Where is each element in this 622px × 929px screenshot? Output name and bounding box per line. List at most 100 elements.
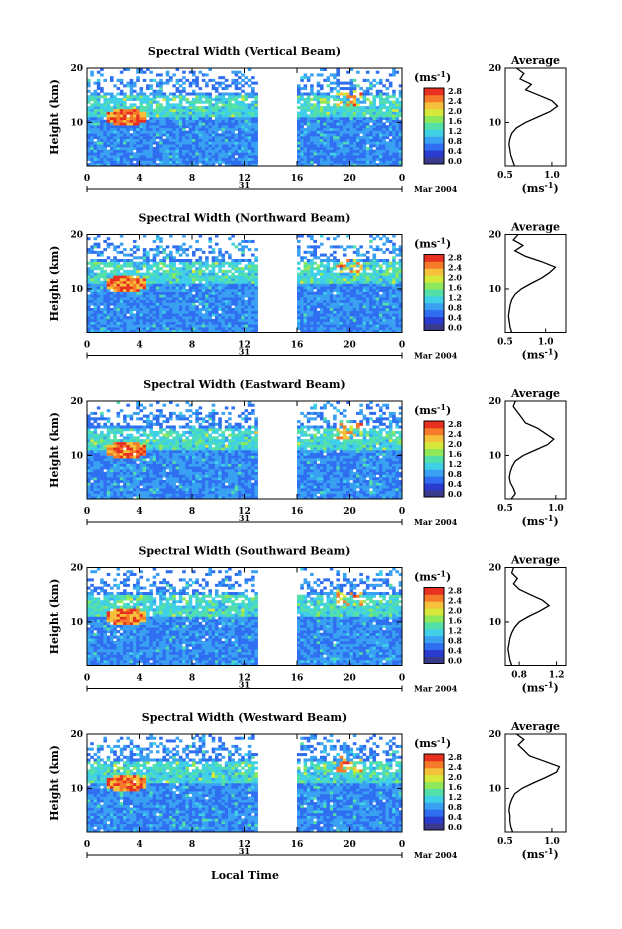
heatmap-cell	[379, 327, 383, 331]
heatmap-cell	[90, 111, 94, 115]
colorbar-tick-label: 1.2	[448, 293, 462, 303]
heatmap-cell	[123, 136, 127, 140]
heatmap-cell	[224, 299, 229, 303]
heatmap-cell	[96, 321, 101, 325]
heatmap-cell	[185, 141, 190, 145]
heatmap-cell	[241, 308, 245, 312]
heatmap-cell	[316, 125, 321, 129]
heatmap-cell	[385, 264, 390, 268]
heatmap-cell	[211, 318, 216, 322]
heatmap-cell	[234, 278, 239, 282]
heatmap-cell	[244, 245, 249, 249]
heatmap-cell	[129, 318, 134, 322]
heatmap-cell	[214, 278, 219, 282]
heatmap-cell	[123, 108, 127, 112]
heatmap-cell	[214, 234, 219, 238]
heatmap-cell	[126, 155, 130, 159]
heatmap-cell	[359, 299, 363, 303]
heatmap-cell	[221, 149, 226, 153]
heatmap-cell	[339, 275, 344, 279]
heatmap-cell	[182, 242, 186, 246]
heatmap-cell	[359, 294, 363, 298]
heatmap-cell	[372, 141, 377, 145]
heatmap-cell	[241, 127, 245, 131]
heatmap-cell	[326, 100, 331, 104]
heatmap-cell	[155, 106, 160, 110]
heatmap-cell	[306, 269, 311, 273]
heatmap-cell	[106, 313, 111, 317]
heatmap-cell	[395, 106, 400, 110]
heatmap-cell	[169, 310, 173, 314]
heatmap-cell	[195, 160, 199, 164]
heatmap-cell	[93, 436, 98, 440]
heatmap-cell	[146, 318, 150, 322]
heatmap-cell	[316, 299, 321, 303]
heatmap-cell	[342, 122, 347, 126]
heatmap-cell	[146, 163, 150, 167]
heatmap-cell	[254, 288, 258, 292]
heatmap-cell	[251, 308, 255, 312]
heatmap-cell	[113, 155, 117, 159]
heatmap-cell	[87, 474, 91, 478]
heatmap-cell	[300, 157, 304, 161]
heatmap-cell	[244, 106, 249, 110]
heatmap-cell	[109, 160, 114, 164]
heatmap-cell	[129, 310, 134, 314]
heatmap-cell	[139, 297, 144, 301]
average-x-tick-label: 0.5	[497, 171, 513, 181]
heatmap-cell	[195, 286, 199, 290]
heatmap-cell	[339, 327, 344, 331]
heatmap-cell	[342, 141, 347, 145]
heatmap-cell	[385, 100, 390, 104]
heatmap-cell	[379, 141, 383, 145]
heatmap-cell	[336, 130, 340, 134]
heatmap-cell	[106, 291, 111, 295]
heatmap-cell	[316, 286, 321, 290]
heatmap-cell	[349, 106, 354, 110]
heatmap-cell	[398, 267, 403, 271]
heatmap-cell	[208, 286, 212, 290]
heatmap-cell	[392, 272, 396, 276]
heatmap-cell	[152, 272, 157, 276]
heatmap-cell	[395, 313, 400, 317]
heatmap-cell	[231, 272, 235, 276]
heatmap-cell	[339, 136, 344, 140]
heatmap-cell	[313, 299, 317, 303]
heatmap-cell	[326, 111, 331, 115]
heatmap-cell	[359, 106, 363, 110]
heatmap-cell	[165, 108, 170, 112]
heatmap-cell	[336, 133, 340, 137]
heatmap-cell	[113, 321, 117, 325]
heatmap-cell	[208, 272, 212, 276]
heatmap-cell	[87, 283, 91, 287]
heatmap-cell	[310, 117, 314, 121]
heatmap-cell	[188, 138, 193, 142]
heatmap-cell	[113, 327, 117, 331]
heatmap-cell	[178, 103, 183, 107]
heatmap-cell	[93, 108, 98, 112]
heatmap-cell	[201, 250, 206, 254]
colorbar-frame	[423, 254, 445, 331]
heatmap-cell	[162, 272, 167, 276]
heatmap-cell	[116, 103, 121, 107]
heatmap-cell	[119, 286, 124, 290]
heatmap-cell	[306, 321, 311, 325]
heatmap-cell	[323, 106, 327, 110]
heatmap-cell	[142, 318, 147, 322]
heatmap-cell	[342, 302, 347, 306]
heatmap-cell	[90, 321, 94, 325]
heatmap-cell	[342, 294, 347, 298]
heatmap-cell	[369, 152, 373, 156]
heatmap-cell	[87, 469, 91, 473]
heatmap-cell	[119, 122, 124, 126]
heatmap-cell	[113, 291, 117, 295]
heatmap-cell	[362, 288, 367, 292]
panel-title: Spectral Width (Eastward Beam)	[143, 378, 345, 391]
heatmap-cell	[352, 144, 357, 148]
heatmap-cell	[359, 324, 363, 328]
heatmap-cell	[228, 157, 232, 161]
heatmap-cell	[195, 275, 199, 279]
heatmap-cell	[169, 261, 173, 265]
heatmap-cell	[165, 149, 170, 153]
colorbar-swatch	[424, 261, 444, 269]
